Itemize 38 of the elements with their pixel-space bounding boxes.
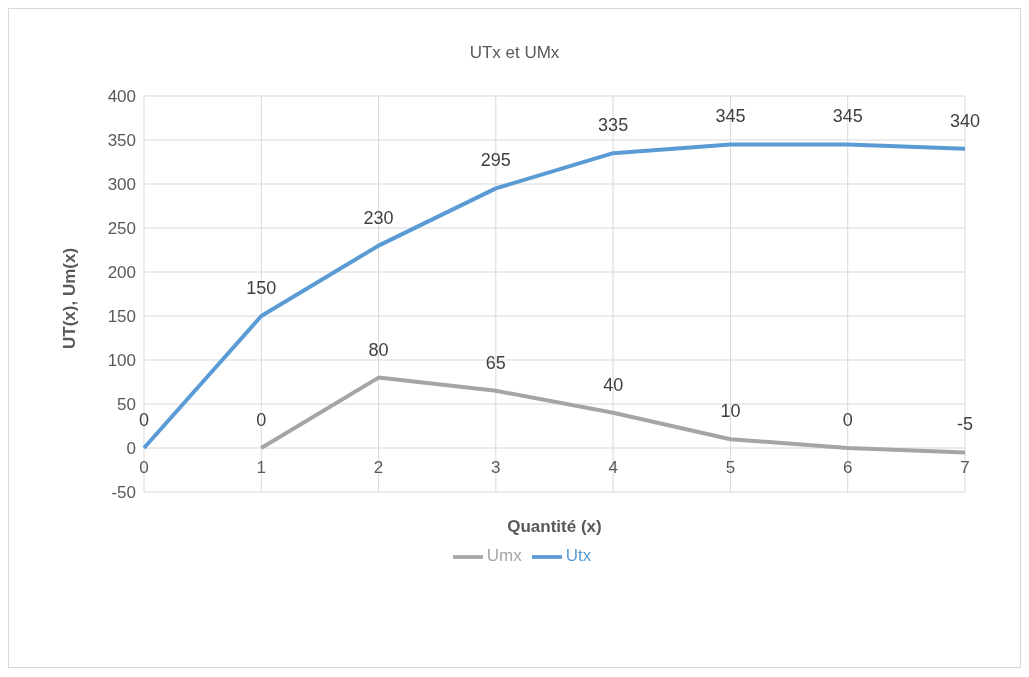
data-label: 345 — [832, 106, 863, 127]
y-tick-label: 150 — [107, 307, 136, 327]
data-label: 345 — [715, 106, 746, 127]
chart-title: UTx et UMx — [468, 43, 561, 63]
legend-label: Utx — [565, 546, 592, 566]
y-tick-label: 0 — [126, 439, 136, 459]
x-tick-label: 0 — [139, 458, 149, 478]
data-label: 340 — [949, 110, 981, 131]
x-tick-label: 6 — [842, 458, 853, 478]
data-label: 65 — [485, 352, 506, 373]
y-tick-label: 350 — [107, 131, 136, 151]
data-label: 0 — [138, 410, 150, 430]
legend-label: Umx — [486, 546, 522, 566]
x-axis-title: Quantité (x) — [507, 517, 602, 536]
y-tick-label: 250 — [107, 219, 136, 239]
y-tick-label: 300 — [107, 175, 136, 195]
y-tick-label: -50 — [111, 483, 136, 503]
data-label: 295 — [480, 150, 511, 171]
data-label: 335 — [598, 115, 629, 136]
data-label: 0 — [256, 410, 267, 430]
data-label: 40 — [603, 374, 624, 395]
y-tick-label: 50 — [117, 395, 136, 415]
x-tick-label: 2 — [373, 458, 384, 478]
x-tick-label: 4 — [608, 458, 618, 478]
y-axis-title: UT(x), Um(x) — [60, 247, 80, 349]
data-label: -5 — [956, 414, 974, 435]
x-tick-label: 5 — [725, 458, 736, 478]
x-tick-label: 7 — [960, 458, 970, 478]
data-label: 80 — [368, 339, 389, 360]
data-label: 0 — [842, 410, 853, 430]
y-tick-label: 400 — [107, 87, 136, 107]
data-label: 230 — [363, 207, 394, 228]
data-label: 10 — [720, 401, 741, 422]
x-tick-label: 1 — [256, 458, 267, 478]
y-tick-label: 100 — [107, 351, 136, 371]
data-label: 150 — [246, 278, 277, 298]
x-tick-label: 3 — [491, 458, 501, 478]
y-tick-label: 200 — [107, 263, 136, 283]
